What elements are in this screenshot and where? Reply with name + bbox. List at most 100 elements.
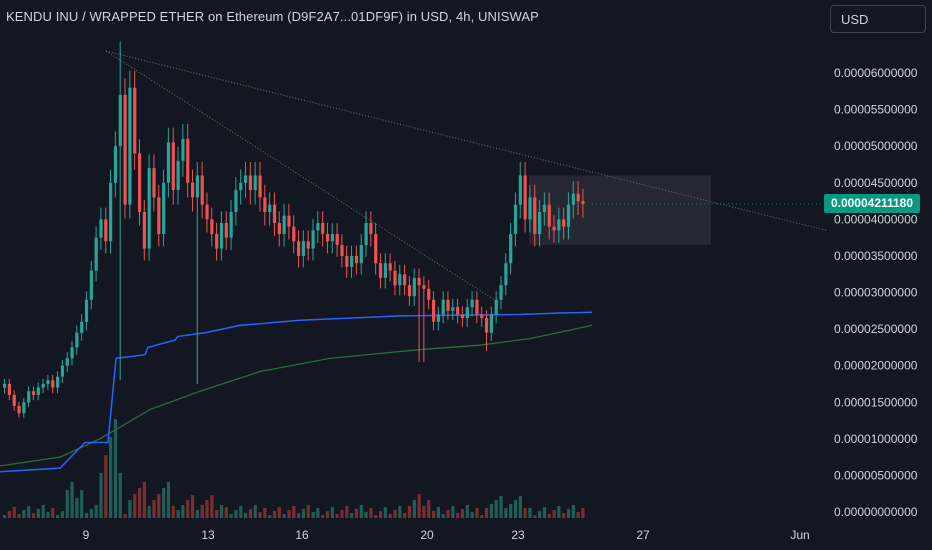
candle-body (451, 307, 455, 311)
time-tick-label: 13 (201, 528, 215, 542)
volume-bar (277, 507, 281, 518)
candle-body (219, 222, 224, 249)
candle-body (99, 219, 103, 238)
candle-body (330, 233, 334, 242)
volume-bar (311, 512, 315, 518)
candle-body (128, 87, 132, 205)
volume-bar (475, 508, 479, 518)
volume-bar (27, 506, 31, 518)
volume-bar (345, 506, 349, 518)
volume-bar (137, 488, 142, 518)
candle-body (162, 182, 166, 234)
candle-body (427, 288, 431, 300)
candle-body (359, 244, 363, 264)
volume-bar (378, 511, 383, 518)
candle-body (12, 394, 16, 406)
candle-body (210, 219, 214, 234)
volume-bar (3, 515, 7, 518)
candle-body (65, 358, 69, 366)
volume-bar (325, 511, 330, 518)
candle-body (84, 299, 89, 322)
price-tick-label: 0.00001500000 (834, 395, 918, 409)
volume-bar (200, 505, 204, 518)
volume-bar (113, 419, 118, 518)
candle-body (552, 226, 556, 231)
volume-bar (157, 494, 161, 518)
volume-bar (109, 437, 113, 518)
candle-body (436, 314, 440, 322)
candle-body (345, 255, 349, 267)
volume-bar (84, 513, 89, 518)
price-tick-label: 0.00003000000 (834, 286, 918, 300)
candle-body (398, 274, 402, 286)
candle-body (369, 222, 373, 234)
price-tick-label: 0.00003500000 (834, 249, 918, 263)
price-tick-label: 0.00000000000 (834, 505, 918, 519)
candle-body (576, 193, 580, 202)
time-tick-label: 23 (511, 528, 525, 542)
candle-body (186, 138, 190, 183)
candle-body (542, 204, 547, 213)
volume-bar (398, 506, 402, 518)
candle-body (268, 204, 272, 213)
candle-body (528, 197, 532, 220)
candle-body (142, 212, 146, 249)
candle-body (258, 175, 262, 198)
candle-body (509, 233, 513, 264)
volume-bar (451, 506, 455, 518)
candle-body (581, 201, 585, 204)
volume-bar (31, 513, 36, 518)
volume-bar (104, 455, 108, 518)
candle-body (157, 197, 161, 234)
volume-bar (518, 496, 522, 518)
volume-bar (60, 511, 65, 518)
candle-body (248, 175, 253, 191)
candle-body (412, 277, 416, 297)
candle-body (195, 175, 199, 198)
price-tick-label: 0.00005500000 (834, 103, 918, 117)
candle-body (494, 299, 498, 315)
candle-body (321, 222, 325, 234)
candle-body (480, 314, 484, 319)
volume-bar (205, 500, 209, 518)
volume-bar (94, 505, 98, 518)
candle-body (403, 274, 407, 286)
trendline-long[interactable] (105, 50, 827, 231)
volume-bar (186, 500, 190, 518)
candle-body (407, 285, 412, 297)
volume-bar (576, 512, 580, 518)
volume-bar (374, 515, 378, 518)
candle-body (431, 299, 436, 322)
candle-body (557, 219, 561, 231)
volume-bar (542, 507, 547, 518)
candle-body (306, 241, 310, 249)
candle-body (340, 244, 344, 256)
candle-body (378, 263, 383, 278)
candle-body (80, 321, 84, 333)
volume-bar (523, 508, 527, 518)
currency-button[interactable]: USD (830, 5, 926, 33)
candle-body (109, 182, 113, 242)
volume-bar (65, 490, 69, 518)
candle-body (388, 263, 392, 271)
price-tick-label: 0.00001000000 (834, 432, 918, 446)
candle-body (571, 193, 575, 205)
candle-body (89, 270, 93, 300)
range-box-rect[interactable] (529, 175, 711, 245)
candle-body (41, 383, 45, 388)
candle-body (311, 230, 315, 249)
candle-body (137, 153, 142, 213)
volume-bar (70, 482, 74, 518)
volume-bar (494, 500, 498, 518)
volume-bar (412, 500, 416, 518)
candle-body (325, 233, 330, 242)
candle-body (475, 299, 479, 315)
volume-bar (316, 508, 320, 518)
candle-body (27, 391, 31, 403)
volume-bar (99, 473, 103, 518)
volume-bar (248, 509, 253, 518)
price-tick-label: 0.00000500000 (834, 468, 918, 482)
time-tick-label: 16 (295, 528, 309, 542)
